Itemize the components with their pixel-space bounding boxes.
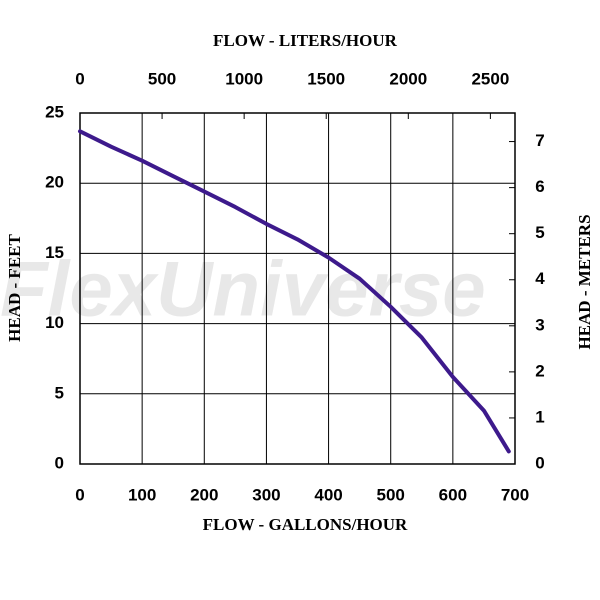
y2-tick-label: 2 xyxy=(535,361,544,380)
x-tick-label: 200 xyxy=(190,485,218,504)
x-tick-label: 500 xyxy=(377,485,405,504)
y-tick-label: 10 xyxy=(45,313,64,332)
x2-tick-label: 2000 xyxy=(389,69,427,88)
x2-tick-label: 500 xyxy=(148,69,176,88)
pump-curve xyxy=(78,129,511,454)
x-tick-label: 600 xyxy=(439,485,467,504)
y2-tick-label: 7 xyxy=(535,131,544,150)
y2-tick-label: 6 xyxy=(535,177,544,196)
x2-tick-label: 1500 xyxy=(307,69,345,88)
y2-tick-label: 4 xyxy=(535,269,545,288)
watermark: FlexUniverse xyxy=(0,245,486,333)
y2-axis-label: HEAD - METERS xyxy=(575,214,594,349)
x2-axis-label: FLOW - LITERS/HOUR xyxy=(213,31,398,50)
y2-tick-label: 0 xyxy=(535,453,544,472)
x-tick-label: 300 xyxy=(252,485,280,504)
x-tick-label: 100 xyxy=(128,485,156,504)
x-axis-label: FLOW - GALLONS/HOUR xyxy=(203,515,408,534)
y2-tick-label: 5 xyxy=(535,223,544,242)
y-tick-label: 0 xyxy=(55,453,64,472)
x2-tick-label: 2500 xyxy=(471,69,509,88)
x-tick-label: 400 xyxy=(314,485,342,504)
y2-tick-label: 1 xyxy=(535,407,544,426)
x-tick-label: 0 xyxy=(75,485,84,504)
y-tick-label: 20 xyxy=(45,173,64,192)
x2-tick-label: 1000 xyxy=(225,69,263,88)
y-axis-label: HEAD - FEET xyxy=(5,234,24,342)
y-tick-label: 5 xyxy=(55,383,64,402)
y2-tick-label: 3 xyxy=(535,315,544,334)
x2-tick-label: 0 xyxy=(75,69,84,88)
y-tick-label: 15 xyxy=(45,243,64,262)
x-tick-label: 700 xyxy=(501,485,529,504)
plot-frame xyxy=(79,112,516,465)
y-tick-label: 25 xyxy=(45,102,64,121)
